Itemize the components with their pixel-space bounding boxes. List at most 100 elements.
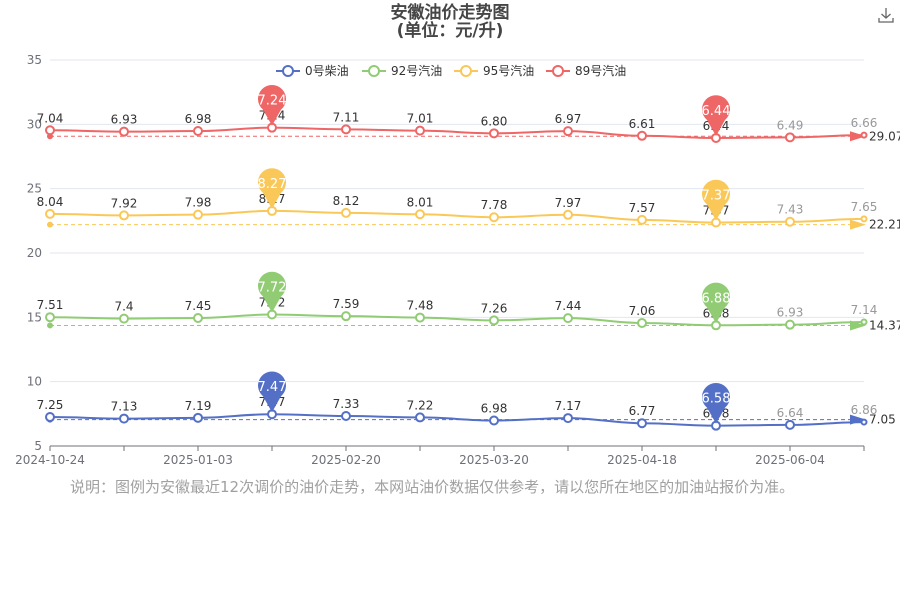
min-value-pin: 6.44 — [702, 95, 730, 136]
average-start-dot — [47, 322, 53, 329]
extreme-markers: 7.47 6.58 7.72 6.88 8.27 7.37 7.24 6.44 — [258, 84, 731, 424]
min-pin-shape — [702, 179, 730, 221]
legend-label: 95号汽油 — [483, 63, 534, 78]
data-point[interactable] — [637, 214, 647, 225]
data-point[interactable] — [860, 215, 868, 223]
legend-item-1[interactable]: 92号汽油 — [362, 63, 442, 78]
data-point[interactable] — [45, 125, 55, 136]
min-pin-label: 6.58 — [702, 392, 731, 407]
data-label: 6.98 — [185, 112, 212, 126]
data-point[interactable] — [785, 216, 795, 227]
data-label: 8.04 — [37, 195, 64, 209]
data-label: 7.25 — [37, 398, 64, 412]
data-label: 7.04 — [37, 111, 64, 125]
data-point[interactable] — [637, 317, 647, 328]
min-pin-shape — [702, 382, 731, 424]
data-point[interactable] — [193, 412, 203, 423]
data-point[interactable] — [563, 209, 573, 220]
data-point[interactable] — [563, 126, 573, 137]
min-pin-shape — [702, 95, 730, 136]
legend-item-3[interactable]: 89号汽油 — [546, 63, 626, 78]
data-point[interactable] — [489, 212, 499, 223]
data-point[interactable] — [45, 208, 55, 219]
data-point[interactable] — [785, 319, 795, 330]
data-point[interactable] — [489, 315, 499, 326]
data-point[interactable] — [45, 312, 55, 323]
data-label: 7.33 — [333, 397, 360, 411]
data-point[interactable] — [637, 130, 647, 141]
data-label: 6.80 — [481, 114, 508, 128]
max-pin-shape — [258, 168, 286, 209]
data-point[interactable] — [785, 132, 795, 143]
series-2 — [45, 205, 868, 228]
x-tick-label: 2025-03-20 — [459, 453, 529, 467]
data-label: 8.01 — [407, 195, 434, 209]
data-point[interactable] — [341, 411, 351, 422]
data-point[interactable] — [860, 318, 868, 326]
data-point[interactable] — [860, 131, 868, 139]
data-point[interactable] — [860, 418, 868, 426]
average-start-dot — [47, 221, 53, 228]
y-tick-label: 10 — [27, 375, 42, 389]
data-point[interactable] — [785, 419, 795, 430]
data-label: 7.59 — [333, 297, 360, 311]
data-point[interactable] — [193, 126, 203, 137]
series-line — [49, 126, 865, 139]
max-value-pin: 7.47 — [258, 371, 286, 413]
series-layer — [45, 122, 868, 431]
legend-label: 0号柴油 — [305, 64, 349, 78]
download-icon[interactable] — [877, 6, 895, 24]
data-point[interactable] — [341, 207, 351, 218]
min-value-pin: 6.58 — [702, 382, 731, 424]
data-point[interactable] — [637, 418, 647, 429]
data-label: 8.12 — [333, 194, 360, 208]
data-point[interactable] — [341, 311, 351, 322]
data-point[interactable] — [193, 209, 203, 220]
data-point[interactable] — [489, 415, 499, 426]
max-value-pin: 8.27 — [258, 168, 286, 209]
data-point[interactable] — [415, 312, 425, 323]
chart-subtitle: (单位：元/升) — [396, 21, 504, 41]
data-point[interactable] — [341, 124, 351, 135]
data-point[interactable] — [45, 412, 55, 423]
average-arrow — [850, 219, 866, 230]
data-label: 7.14 — [851, 303, 878, 317]
legend-item-2[interactable]: 95号汽油 — [454, 63, 534, 78]
x-tick-label: 2024-10-24 — [15, 453, 85, 467]
min-pin-shape — [702, 282, 731, 324]
min-value-pin: 7.37 — [702, 179, 731, 221]
data-label: 7.06 — [629, 304, 656, 318]
data-point[interactable] — [193, 312, 203, 323]
max-pin-label: 7.24 — [258, 94, 287, 109]
data-point[interactable] — [563, 413, 573, 424]
data-point[interactable] — [415, 412, 425, 423]
series-3 — [45, 122, 868, 143]
data-label: 7.43 — [777, 203, 804, 217]
chart-title: 安徽油价走势图 — [390, 3, 510, 23]
grid — [50, 59, 864, 383]
legend-label: 89号汽油 — [575, 63, 626, 78]
average-lines: 7.05 14.37 22.21 29.07 — [47, 129, 900, 427]
data-point[interactable] — [415, 209, 425, 220]
data-point[interactable] — [119, 126, 129, 137]
data-point[interactable] — [489, 128, 499, 139]
data-label: 7.78 — [481, 198, 508, 212]
data-label: 6.66 — [851, 116, 878, 130]
data-label: 6.93 — [777, 306, 804, 320]
legend-item-0[interactable]: 0号柴油 — [276, 64, 349, 78]
legend-label: 92号汽油 — [391, 63, 442, 78]
max-pin-shape — [258, 84, 287, 126]
min-pin-label: 7.37 — [702, 189, 731, 204]
data-point[interactable] — [119, 210, 129, 221]
legend[interactable]: 0号柴油 92号汽油 95号汽油 89号汽油 — [276, 63, 626, 78]
average-label: 29.07 — [869, 129, 900, 143]
data-point[interactable] — [415, 125, 425, 136]
min-pin-label: 6.88 — [702, 291, 731, 306]
data-point[interactable] — [119, 313, 129, 324]
data-label: 7.44 — [555, 299, 582, 313]
data-point[interactable] — [119, 413, 129, 424]
max-value-pin: 7.24 — [258, 84, 287, 126]
y-tick-label: 30 — [27, 117, 42, 131]
data-point[interactable] — [563, 313, 573, 324]
